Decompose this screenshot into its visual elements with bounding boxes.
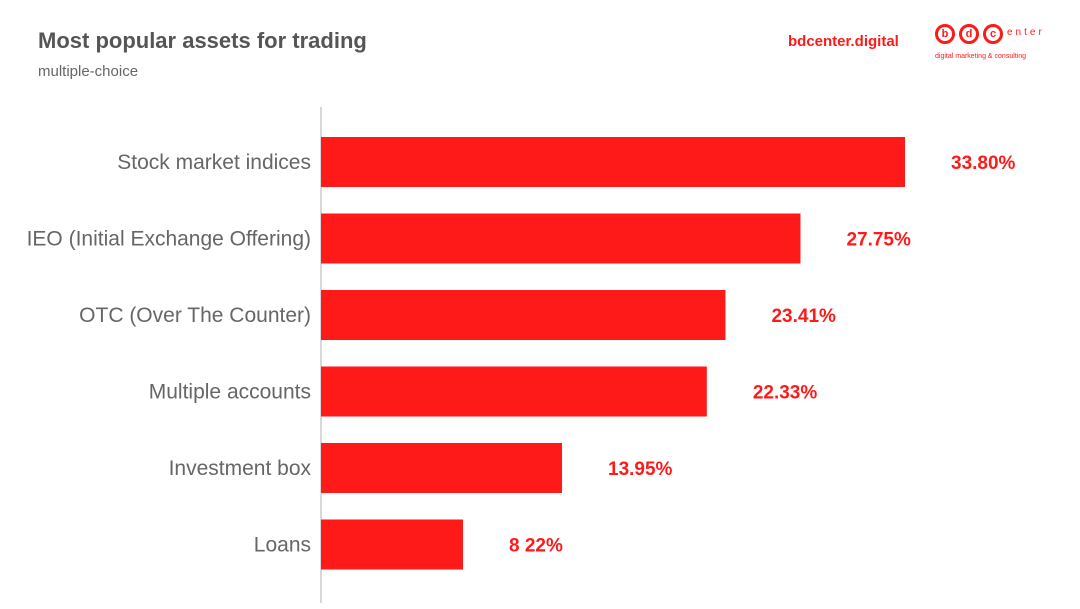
value-label-2: 23.41% [771, 306, 836, 327]
chart-subtitle: multiple-choice [38, 63, 139, 80]
brand-logo: b d c enter digital marketing & consulti… [935, 22, 1047, 66]
bar-2 [321, 290, 726, 340]
bar-1 [321, 213, 801, 264]
category-label-2: OTC (Over The Counter) [79, 304, 311, 327]
bar-4 [321, 443, 563, 493]
value-label-5: 8 22% [509, 536, 563, 557]
logo-letter-d: d [959, 24, 979, 44]
value-label-1: 27.75% [846, 230, 911, 251]
category-label-3: Multiple accounts [149, 381, 311, 404]
logo-tagline: digital marketing & consulting [935, 53, 1027, 60]
value-label-3: 22.33% [753, 383, 818, 404]
category-label-1: IEO (Initial Exchange Offering) [27, 228, 311, 251]
bar-5 [321, 519, 464, 570]
bar-0 [321, 137, 905, 187]
logo-letter-b: b [935, 24, 955, 44]
value-label-0: 33.80% [951, 153, 1016, 174]
value-label-4: 13.95% [608, 459, 673, 480]
logo-letter-c: c [983, 24, 1003, 44]
site-name: bdcenter.digital [788, 33, 899, 50]
category-label-0: Stock market indices [117, 151, 311, 174]
logo-word: enter [1007, 27, 1045, 38]
category-label-5: Loans [254, 534, 311, 557]
category-label-4: Investment box [169, 457, 312, 480]
chart-title: Most popular assets for trading [38, 28, 367, 53]
bar-3 [321, 366, 707, 417]
